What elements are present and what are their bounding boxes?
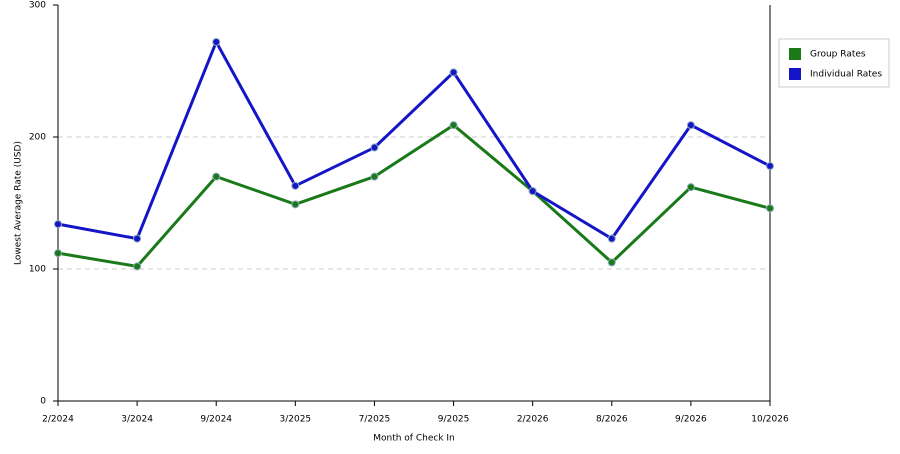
x-tick-label: 9/2026 <box>675 415 707 425</box>
point <box>370 143 379 152</box>
point <box>449 121 458 130</box>
y-axis-label: Lowest Average Rate (USD) <box>14 141 24 265</box>
x-tick-label: 8/2026 <box>596 415 628 425</box>
legend-swatch <box>789 48 801 60</box>
x-tick-label: 9/2024 <box>200 415 232 425</box>
point <box>528 187 537 196</box>
y-tick-label: 300 <box>29 1 46 11</box>
point <box>291 200 300 209</box>
point <box>766 162 774 171</box>
x-tick-label: 2/2026 <box>517 415 549 425</box>
series-line <box>57 123 771 268</box>
point <box>370 172 379 181</box>
y-tick-label: 200 <box>29 133 46 143</box>
y-tick-label: 100 <box>29 265 46 275</box>
point <box>449 68 458 77</box>
x-tick-label: 9/2025 <box>438 415 470 425</box>
point <box>607 234 616 243</box>
x-tick-label: 10/2026 <box>751 415 789 425</box>
point <box>212 172 221 181</box>
point <box>54 249 62 258</box>
y-tick-label: 0 <box>40 397 46 407</box>
point <box>133 234 142 243</box>
legend-box <box>778 38 890 88</box>
series-line <box>57 38 771 241</box>
point <box>686 183 695 192</box>
x-tick-label: 3/2025 <box>279 415 311 425</box>
x-tick-label: 3/2024 <box>121 415 153 425</box>
x-tick-label: 7/2025 <box>359 415 391 425</box>
point <box>291 181 300 190</box>
point <box>686 121 695 130</box>
legend-swatch <box>789 68 801 80</box>
point <box>133 262 142 271</box>
x-axis-label: Month of Check In <box>373 434 455 444</box>
x-tick-label: 2/2024 <box>42 415 74 425</box>
point <box>212 37 221 46</box>
legend-label: Group Rates <box>810 50 866 60</box>
point <box>766 204 774 213</box>
point <box>607 258 616 267</box>
legend-label: Individual Rates <box>810 70 882 80</box>
point <box>54 220 62 229</box>
